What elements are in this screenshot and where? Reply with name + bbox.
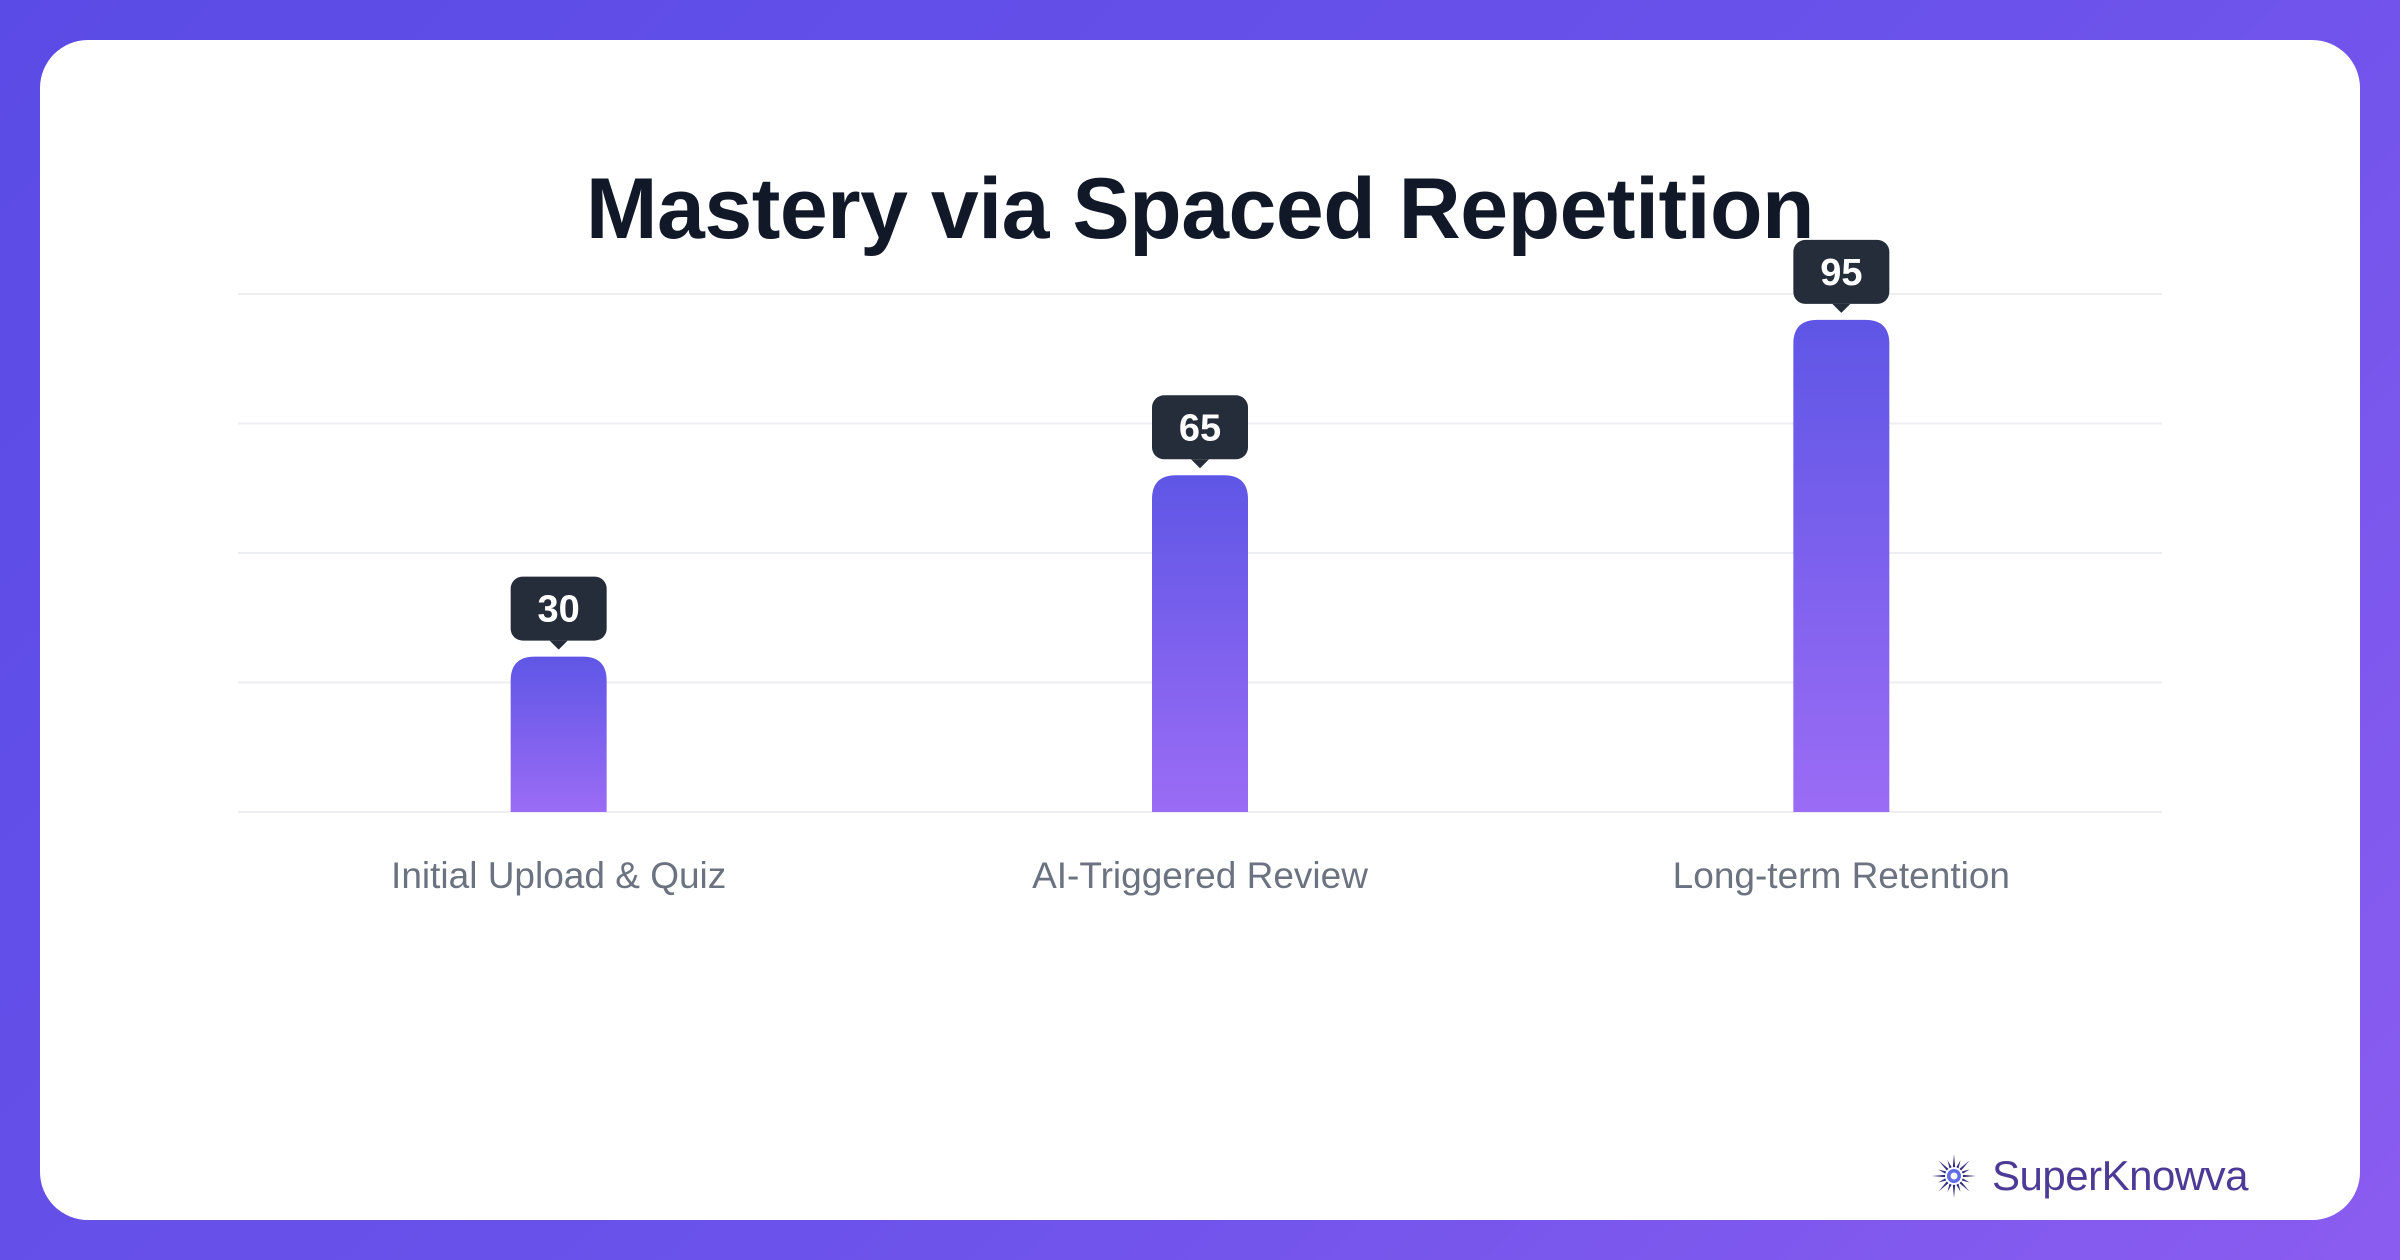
- value-badge: [1793, 239, 1890, 304]
- value-badge-pointer: [1191, 459, 1209, 469]
- bar: [1793, 319, 1890, 812]
- value-badge: [1152, 395, 1248, 460]
- bars: [510, 319, 1890, 812]
- starburst-ray: [1952, 1184, 1956, 1198]
- brand-logo: SuperKnowva: [1930, 1152, 2249, 1200]
- value-label: 30: [538, 589, 580, 631]
- chart-title: Mastery via Spaced Repetition: [585, 161, 1815, 257]
- starburst-ray: [1956, 1183, 1961, 1192]
- bar: [1152, 475, 1248, 812]
- starburst-ray: [1952, 1154, 1956, 1168]
- value-labels: 30 65 95: [510, 239, 1890, 650]
- category-label: Long-term Retention: [1673, 855, 2010, 896]
- bar: [510, 656, 607, 812]
- value-badge-pointer: [1832, 303, 1851, 313]
- starburst-ray: [1947, 1183, 1952, 1192]
- value-badge-pointer: [549, 640, 568, 650]
- starburst-ray: [1956, 1160, 1961, 1169]
- value-label: 95: [1820, 252, 1862, 294]
- starburst-ray: [1961, 1169, 1970, 1174]
- starburst-ray: [1938, 1178, 1947, 1183]
- starburst-ray: [1938, 1169, 1947, 1174]
- category-label: AI-Triggered Review: [1032, 855, 1368, 896]
- starburst-icon: [1932, 1154, 1976, 1198]
- starburst-ray: [1962, 1174, 1976, 1178]
- starburst-ray: [1938, 1181, 1949, 1192]
- starburst-ray: [1932, 1174, 1946, 1178]
- starburst-ray: [1947, 1160, 1952, 1169]
- starburst-ray: [1959, 1160, 1970, 1171]
- value-badge: [510, 576, 607, 641]
- starburst-ray: [1959, 1181, 1970, 1192]
- brand-name: SuperKnowva: [1992, 1152, 2249, 1199]
- starburst-ray: [1938, 1160, 1949, 1171]
- value-label: 65: [1179, 407, 1221, 449]
- starburst-ray: [1961, 1178, 1970, 1183]
- category-label: Initial Upload & Quiz: [391, 855, 726, 896]
- category-labels: Initial Upload & Quiz AI-Triggered Review…: [391, 855, 2010, 896]
